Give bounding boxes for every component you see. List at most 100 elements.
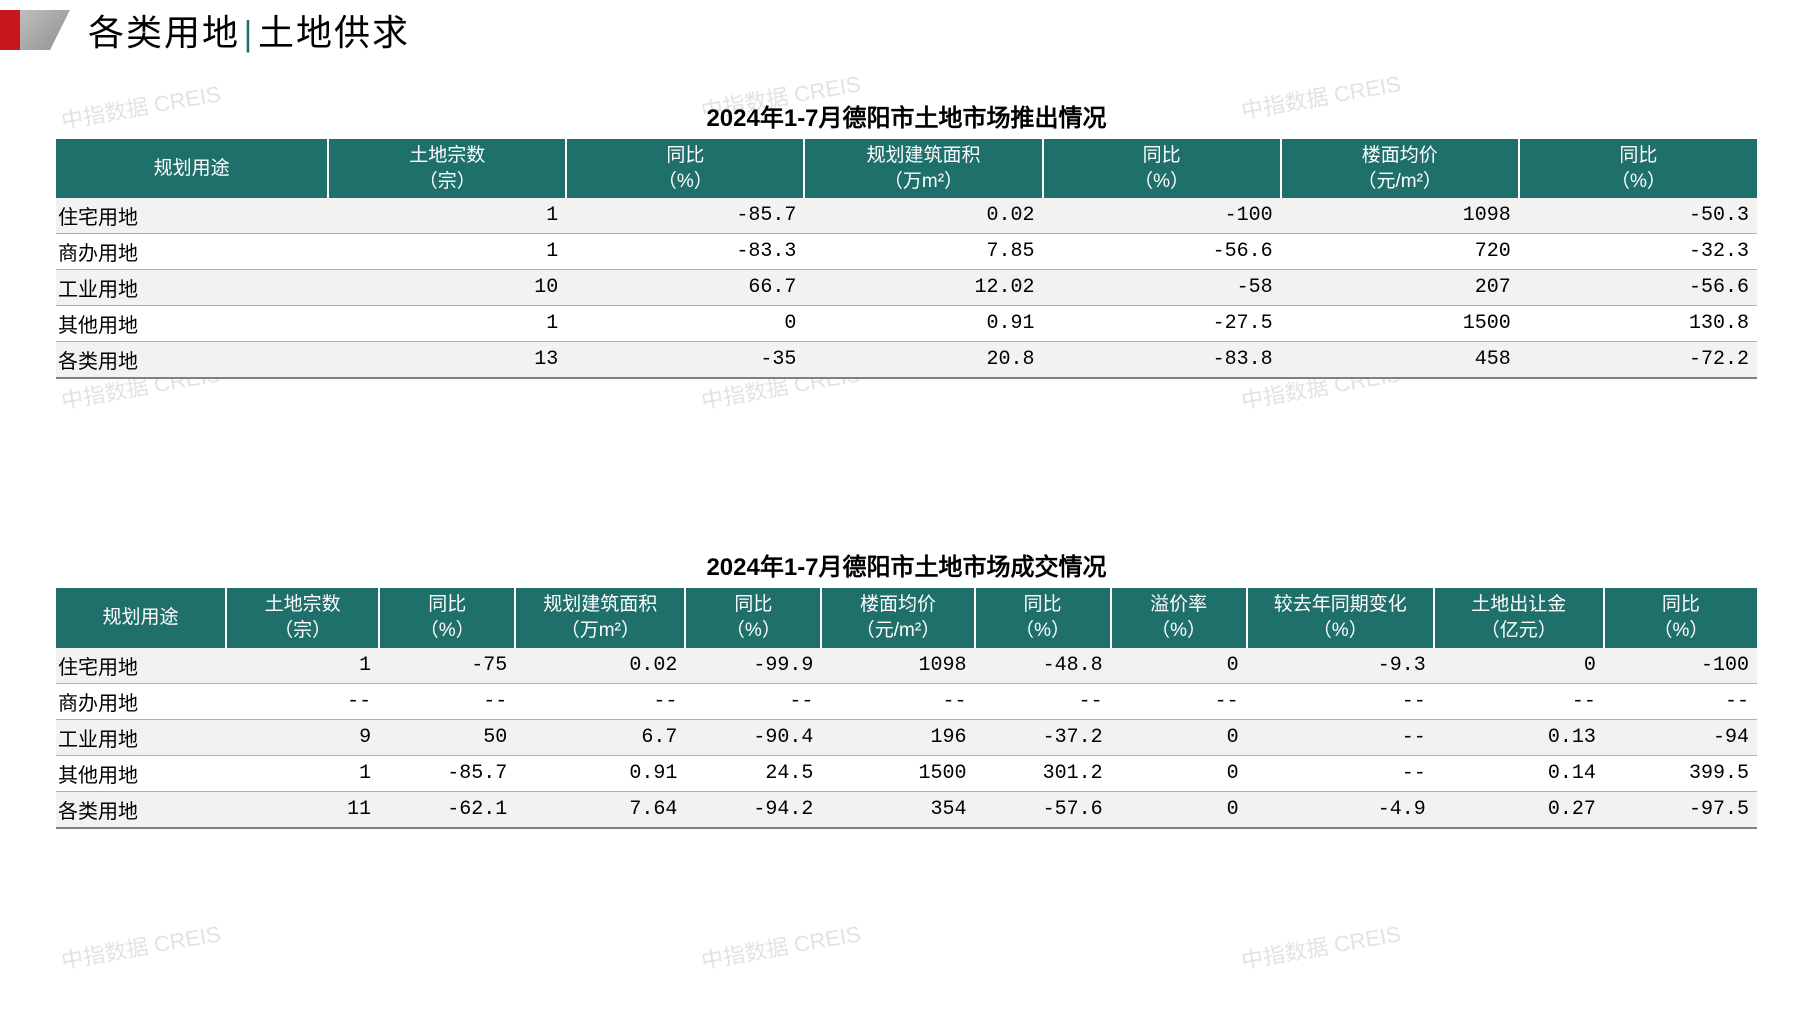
table-cell: 各类用地	[56, 791, 226, 828]
table-cell: -94.2	[685, 791, 821, 828]
title-separator: |	[240, 13, 258, 53]
table2-title: 2024年1-7月德阳市土地市场成交情况	[56, 547, 1757, 582]
table-cell: -90.4	[685, 719, 821, 755]
table-cell: -62.1	[379, 791, 515, 828]
table-row: 其他用地1-85.70.9124.51500301.20--0.14399.5	[56, 755, 1757, 791]
table-cell: 1098	[821, 648, 974, 684]
table-cell: -100	[1043, 198, 1281, 234]
table-cell: -100	[1604, 648, 1757, 684]
table-row: 商办用地1-83.37.85-56.6720-32.3	[56, 234, 1757, 270]
table-cell: -27.5	[1043, 306, 1281, 342]
table-cell: 50	[379, 719, 515, 755]
table-cell: 0	[566, 306, 804, 342]
column-header: 楼面均价（元/m²）	[1281, 139, 1519, 198]
table-cell: 0.02	[515, 648, 685, 684]
table-cell: 0.91	[515, 755, 685, 791]
table-cell: 66.7	[566, 270, 804, 306]
table-cell: -83.3	[566, 234, 804, 270]
column-header: 土地宗数（宗）	[226, 588, 379, 647]
table-cell: -58	[1043, 270, 1281, 306]
table-cell: --	[975, 683, 1111, 719]
table-cell: 24.5	[685, 755, 821, 791]
table-cell: 1	[226, 648, 379, 684]
table-cell: 商办用地	[56, 234, 328, 270]
table-cell: 工业用地	[56, 270, 328, 306]
table-cell: --	[821, 683, 974, 719]
table-cell: 0.91	[804, 306, 1042, 342]
table-cell: --	[685, 683, 821, 719]
table-cell: 20.8	[804, 342, 1042, 379]
table-cell: 1500	[1281, 306, 1519, 342]
table-cell: 1	[328, 234, 566, 270]
column-header: 同比（%）	[1519, 139, 1757, 198]
table-cell: 住宅用地	[56, 648, 226, 684]
table-cell: 196	[821, 719, 974, 755]
table-cell: -75	[379, 648, 515, 684]
table-cell: 0.27	[1434, 791, 1604, 828]
page-title: 各类用地|土地供求	[88, 4, 410, 56]
column-header: 楼面均价（元/m²）	[821, 588, 974, 647]
column-header: 规划用途	[56, 139, 328, 198]
table-cell: 工业用地	[56, 719, 226, 755]
table-cell: 1500	[821, 755, 974, 791]
table-cell: 0	[1434, 648, 1604, 684]
table-cell: -72.2	[1519, 342, 1757, 379]
table-cell: 720	[1281, 234, 1519, 270]
table-cell: 其他用地	[56, 755, 226, 791]
table-cell: 130.8	[1519, 306, 1757, 342]
land-transaction-table: 规划用途土地宗数（宗）同比（%）规划建筑面积（万m²）同比（%）楼面均价（元/m…	[56, 588, 1757, 828]
column-header: 同比（%）	[379, 588, 515, 647]
table-cell: 各类用地	[56, 342, 328, 379]
watermark: 中指数据 CREIS	[698, 916, 862, 976]
table-cell: 1098	[1281, 198, 1519, 234]
table-cell: -83.8	[1043, 342, 1281, 379]
column-header: 规划建筑面积（万m²）	[804, 139, 1042, 198]
table-row: 商办用地--------------------	[56, 683, 1757, 719]
table-cell: 7.64	[515, 791, 685, 828]
table-cell: 住宅用地	[56, 198, 328, 234]
table-cell: --	[379, 683, 515, 719]
table-cell: --	[1604, 683, 1757, 719]
table-row: 各类用地13-3520.8-83.8458-72.2	[56, 342, 1757, 379]
column-header: 土地宗数（宗）	[328, 139, 566, 198]
table-cell: --	[1247, 683, 1434, 719]
table-cell: 商办用地	[56, 683, 226, 719]
table-cell: -56.6	[1043, 234, 1281, 270]
column-header: 土地出让金（亿元）	[1434, 588, 1604, 647]
table-cell: -4.9	[1247, 791, 1434, 828]
table-cell: -57.6	[975, 791, 1111, 828]
column-header: 规划用途	[56, 588, 226, 647]
column-header: 规划建筑面积（万m²）	[515, 588, 685, 647]
column-header: 溢价率（%）	[1111, 588, 1247, 647]
table-cell: 13	[328, 342, 566, 379]
table-row: 住宅用地1-85.70.02-1001098-50.3	[56, 198, 1757, 234]
table-cell: 其他用地	[56, 306, 328, 342]
page-header: 各类用地|土地供求	[0, 0, 1797, 60]
watermark: 中指数据 CREIS	[58, 916, 222, 976]
table-cell: 7.85	[804, 234, 1042, 270]
table-cell: 6.7	[515, 719, 685, 755]
brand-logo	[0, 10, 70, 50]
table-cell: -85.7	[379, 755, 515, 791]
table-cell: -94	[1604, 719, 1757, 755]
land-supply-table: 规划用途土地宗数（宗）同比（%）规划建筑面积（万m²）同比（%）楼面均价（元/m…	[56, 139, 1757, 379]
table-cell: 0	[1111, 791, 1247, 828]
column-header: 同比（%）	[685, 588, 821, 647]
title-left: 各类用地	[88, 13, 240, 53]
column-header: 同比（%）	[975, 588, 1111, 647]
table-cell: 0.13	[1434, 719, 1604, 755]
column-header: 较去年同期变化（%）	[1247, 588, 1434, 647]
table-cell: 12.02	[804, 270, 1042, 306]
table-row: 工业用地9506.7-90.4196-37.20--0.13-94	[56, 719, 1757, 755]
table-cell: 0.14	[1434, 755, 1604, 791]
table-cell: --	[1247, 755, 1434, 791]
table-cell: 399.5	[1604, 755, 1757, 791]
table-cell: -56.6	[1519, 270, 1757, 306]
table-cell: 0	[1111, 755, 1247, 791]
table-cell: 1	[328, 198, 566, 234]
column-header: 同比（%）	[1604, 588, 1757, 647]
table-cell: -48.8	[975, 648, 1111, 684]
table-cell: 0.02	[804, 198, 1042, 234]
title-right: 土地供求	[258, 13, 410, 53]
table-cell: --	[1111, 683, 1247, 719]
